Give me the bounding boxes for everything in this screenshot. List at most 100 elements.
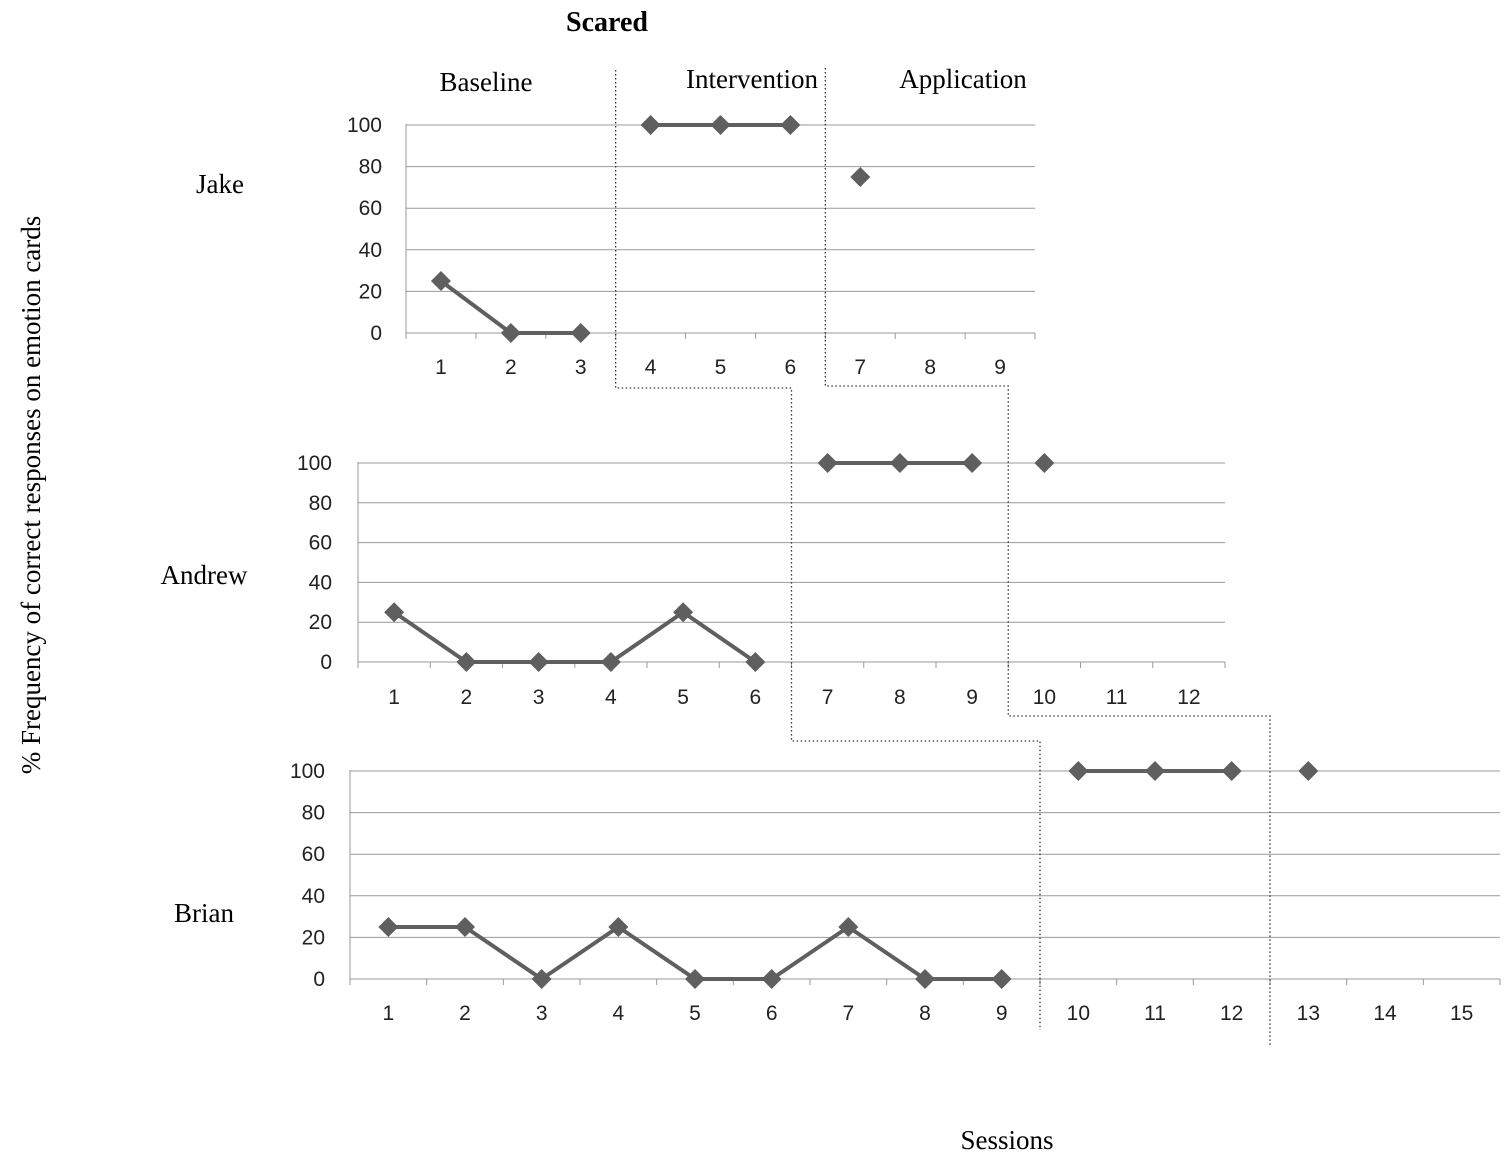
- x-tick-label: 12: [1177, 686, 1200, 709]
- y-tick-label: 60: [309, 532, 332, 555]
- x-tick-label: 14: [1373, 1002, 1397, 1025]
- participant-label: Jake: [196, 169, 244, 199]
- x-tick-label: 2: [459, 1002, 471, 1025]
- x-tick-label: 7: [822, 686, 834, 709]
- data-point: [761, 969, 782, 989]
- data-point: [991, 969, 1012, 989]
- series-line-baseline: [392, 610, 757, 664]
- x-tick-label: 4: [645, 356, 657, 379]
- intervention-application-line: [824, 68, 1271, 1045]
- y-tick-label: 100: [347, 114, 382, 137]
- x-tick-label: 5: [677, 686, 689, 709]
- data-point: [850, 167, 871, 187]
- x-tick-label: 9: [966, 686, 978, 709]
- data-point: [378, 917, 399, 937]
- x-tick-label: 11: [1106, 686, 1128, 709]
- x-tick-label: 11: [1144, 1002, 1166, 1025]
- y-tick-label: 40: [359, 239, 382, 262]
- data-point: [528, 652, 549, 672]
- data-point: [685, 969, 705, 989]
- data-point: [456, 652, 477, 672]
- data-point: [531, 969, 552, 989]
- baseline-intervention-line: [615, 70, 1041, 1030]
- data-point: [745, 652, 766, 672]
- data-point: [500, 323, 521, 343]
- x-tick-label: 6: [750, 686, 762, 709]
- y-tick-label: 80: [302, 802, 325, 825]
- participant-label: Andrew: [161, 560, 248, 590]
- data-point: [817, 453, 838, 473]
- data-point: [915, 969, 935, 989]
- y-tick-label: 100: [297, 452, 332, 475]
- x-tick-label: 7: [854, 356, 866, 379]
- x-tick-label: 6: [766, 1002, 778, 1025]
- y-tick-label: 40: [302, 885, 325, 908]
- x-tick-label: 9: [994, 356, 1006, 379]
- x-tick-label: 8: [919, 1002, 931, 1025]
- x-tick-label: 13: [1297, 1002, 1320, 1025]
- x-tick-label: 3: [533, 686, 545, 709]
- data-point: [640, 115, 661, 135]
- data-point: [1068, 761, 1089, 781]
- chart-title: Scared: [566, 7, 648, 38]
- y-tick-label: 60: [302, 843, 325, 866]
- x-tick-label: 7: [842, 1002, 854, 1025]
- data-point: [780, 115, 801, 135]
- x-tick-label: 12: [1220, 1002, 1243, 1025]
- x-tick-label: 1: [435, 356, 447, 379]
- panel-jake: Jake 0 20 40 60 80 100 1 2 3 4 5 6 7 8 9: [196, 114, 1036, 379]
- x-tick-label: 5: [689, 1002, 701, 1025]
- y-tick-label: 0: [370, 322, 382, 345]
- x-tick-label: 4: [605, 686, 617, 709]
- x-tick-label: 4: [612, 1002, 624, 1025]
- x-axis-label: Sessions: [960, 1125, 1053, 1155]
- data-point: [455, 917, 475, 937]
- participant-label: Brian: [174, 898, 234, 928]
- y-tick-label: 80: [359, 156, 382, 179]
- data-point: [1298, 761, 1319, 781]
- y-tick-label: 60: [359, 197, 382, 220]
- phase-change-lines: [615, 68, 1271, 1045]
- y-tick-label: 0: [313, 968, 325, 991]
- data-point: [1221, 761, 1242, 781]
- x-tick-label: 2: [461, 686, 473, 709]
- x-tick-label: 15: [1450, 1002, 1473, 1025]
- x-tick-label: 8: [894, 686, 906, 709]
- x-tick-label: 10: [1033, 686, 1056, 709]
- y-tick-label: 100: [290, 760, 325, 783]
- x-tick-label: 8: [924, 356, 936, 379]
- y-tick-label: 20: [359, 280, 382, 303]
- x-tick-label: 6: [785, 356, 797, 379]
- y-tick-label: 80: [309, 492, 332, 515]
- data-point: [570, 323, 591, 343]
- x-tick-label: 1: [382, 1002, 394, 1025]
- x-tick-label: 1: [388, 686, 400, 709]
- x-tick-label: 3: [575, 356, 587, 379]
- phase-label-baseline: Baseline: [440, 67, 533, 97]
- data-point: [710, 115, 731, 135]
- x-tick-label: 5: [715, 356, 727, 379]
- y-tick-label: 20: [309, 611, 332, 634]
- y-tick-label: 0: [320, 651, 332, 674]
- x-tick-label: 10: [1067, 1002, 1090, 1025]
- data-point: [673, 602, 694, 623]
- data-point: [889, 453, 910, 473]
- x-tick-label: 2: [505, 356, 517, 379]
- data-point: [430, 271, 451, 291]
- data-point: [384, 602, 405, 623]
- y-axis-label: % Frequency of correct responses on emot…: [16, 216, 46, 775]
- data-point: [600, 652, 621, 672]
- data-point: [1034, 453, 1055, 473]
- x-tick-label: 3: [536, 1002, 548, 1025]
- x-tick-label: 9: [996, 1002, 1008, 1025]
- y-tick-label: 20: [302, 926, 325, 949]
- data-point: [1145, 761, 1165, 781]
- y-tick-label: 40: [309, 571, 332, 594]
- data-point: [838, 917, 859, 937]
- data-point: [962, 453, 983, 473]
- phase-label-intervention: Intervention: [686, 64, 818, 94]
